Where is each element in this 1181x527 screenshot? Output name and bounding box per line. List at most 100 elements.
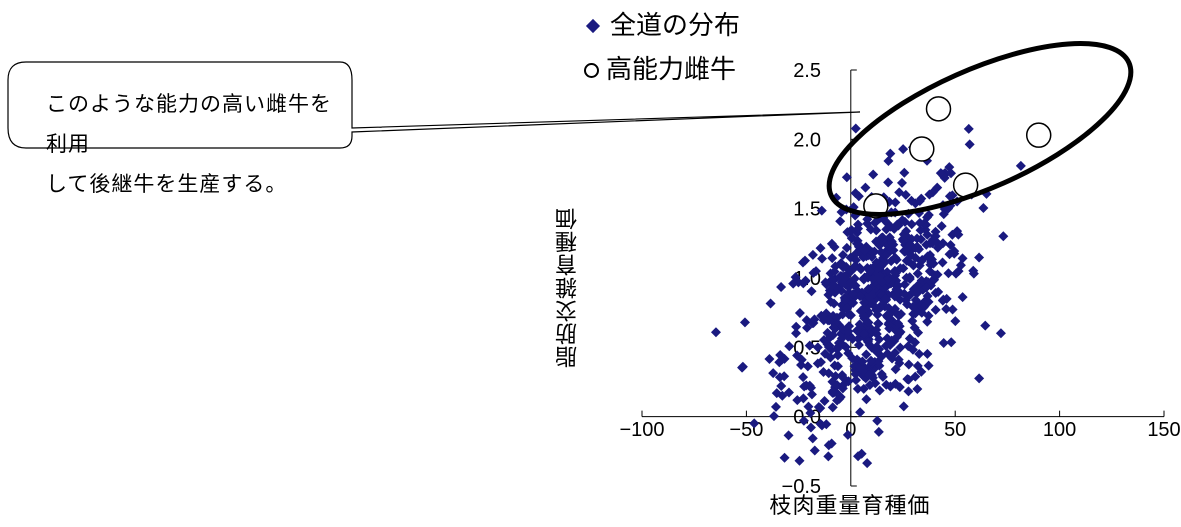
callout-line-2: して後継牛を生産する。 (46, 172, 288, 196)
data-point (859, 245, 870, 256)
data-point (771, 388, 782, 399)
data-point (903, 359, 914, 370)
legend: 全道の分布 高能力雌牛 (584, 4, 740, 92)
data-point (857, 356, 868, 367)
data-point (874, 385, 885, 396)
x-tick-label: 0 (845, 419, 856, 441)
data-point (802, 361, 813, 372)
data-point (836, 277, 847, 288)
data-point (848, 289, 859, 300)
data-point (895, 342, 906, 353)
data-point (806, 286, 817, 297)
data-point (913, 327, 924, 338)
x-axis-label: 枝肉重量育種価 (769, 494, 931, 519)
data-point (932, 182, 943, 193)
data-point (868, 169, 879, 180)
data-point (873, 426, 884, 437)
data-point (953, 229, 964, 240)
data-point (823, 451, 834, 462)
data-point (906, 195, 917, 206)
data-point (922, 348, 933, 359)
data-point (873, 356, 884, 367)
data-point (998, 231, 1009, 242)
data-point (875, 261, 886, 272)
data-point (938, 209, 949, 220)
data-point (737, 362, 748, 373)
data-point (930, 304, 941, 315)
data-point (861, 394, 872, 405)
data-point (808, 267, 819, 278)
x-tick-label: 100 (1043, 419, 1076, 441)
data-point (924, 189, 935, 200)
data-point (968, 268, 979, 279)
data-point (893, 318, 904, 329)
data-point (783, 387, 794, 398)
data-point (804, 380, 815, 391)
data-point (946, 337, 957, 348)
data-point (774, 357, 785, 368)
data-point (890, 364, 901, 375)
data-point (809, 314, 820, 325)
data-point (861, 349, 872, 360)
data-point (829, 266, 840, 277)
data-point (859, 313, 870, 324)
data-point (797, 257, 808, 268)
data-point (775, 349, 786, 360)
data-point (901, 255, 912, 266)
legend-item-high-ability: 高能力雌牛 (584, 48, 740, 92)
data-point (798, 415, 809, 426)
callout-text: このような能力の高い雌牛を利用 して後継牛を生産する。 (46, 84, 346, 204)
data-point (837, 339, 848, 350)
data-point (809, 445, 820, 456)
data-point (768, 368, 779, 379)
data-point (916, 256, 927, 267)
data-point (957, 292, 968, 303)
data-point (802, 322, 813, 333)
data-point (768, 411, 779, 422)
x-tick-label: −100 (619, 419, 664, 441)
data-point (936, 221, 947, 232)
data-point (923, 310, 934, 321)
data-point (832, 361, 843, 372)
data-point (869, 217, 880, 228)
data-point (796, 354, 807, 365)
data-point (798, 278, 809, 289)
x-tick-label: 150 (1147, 419, 1180, 441)
diamond-marker-icon (585, 18, 601, 34)
callout-bubble (7, 61, 861, 149)
data-point (791, 321, 802, 332)
data-point (850, 375, 861, 386)
data-point (827, 253, 838, 264)
data-point (904, 272, 915, 283)
data-point (899, 167, 910, 178)
data-point (791, 328, 802, 339)
data-point (850, 255, 861, 266)
data-point (915, 225, 926, 236)
data-point (826, 438, 837, 449)
data-point (828, 279, 839, 290)
data-point (964, 139, 975, 150)
data-point (941, 304, 952, 315)
data-point (903, 374, 914, 385)
data-point (883, 319, 894, 330)
data-point (862, 458, 873, 469)
data-point (823, 341, 834, 352)
data-point (739, 317, 750, 328)
data-point (963, 123, 974, 134)
legend-label: 全道の分布 (610, 11, 741, 41)
data-point (863, 284, 874, 295)
data-point (865, 266, 876, 277)
data-point (784, 341, 795, 352)
data-point (807, 249, 818, 260)
data-point (776, 380, 787, 391)
data-point (862, 218, 873, 229)
legend-label: 高能力雌牛 (606, 55, 737, 85)
data-point (890, 197, 901, 208)
data-point (886, 237, 897, 248)
data-point (783, 430, 794, 441)
data-point (950, 268, 961, 279)
data-point (842, 429, 853, 440)
data-point (914, 217, 925, 228)
data-point (899, 216, 910, 227)
data-point (873, 272, 884, 283)
